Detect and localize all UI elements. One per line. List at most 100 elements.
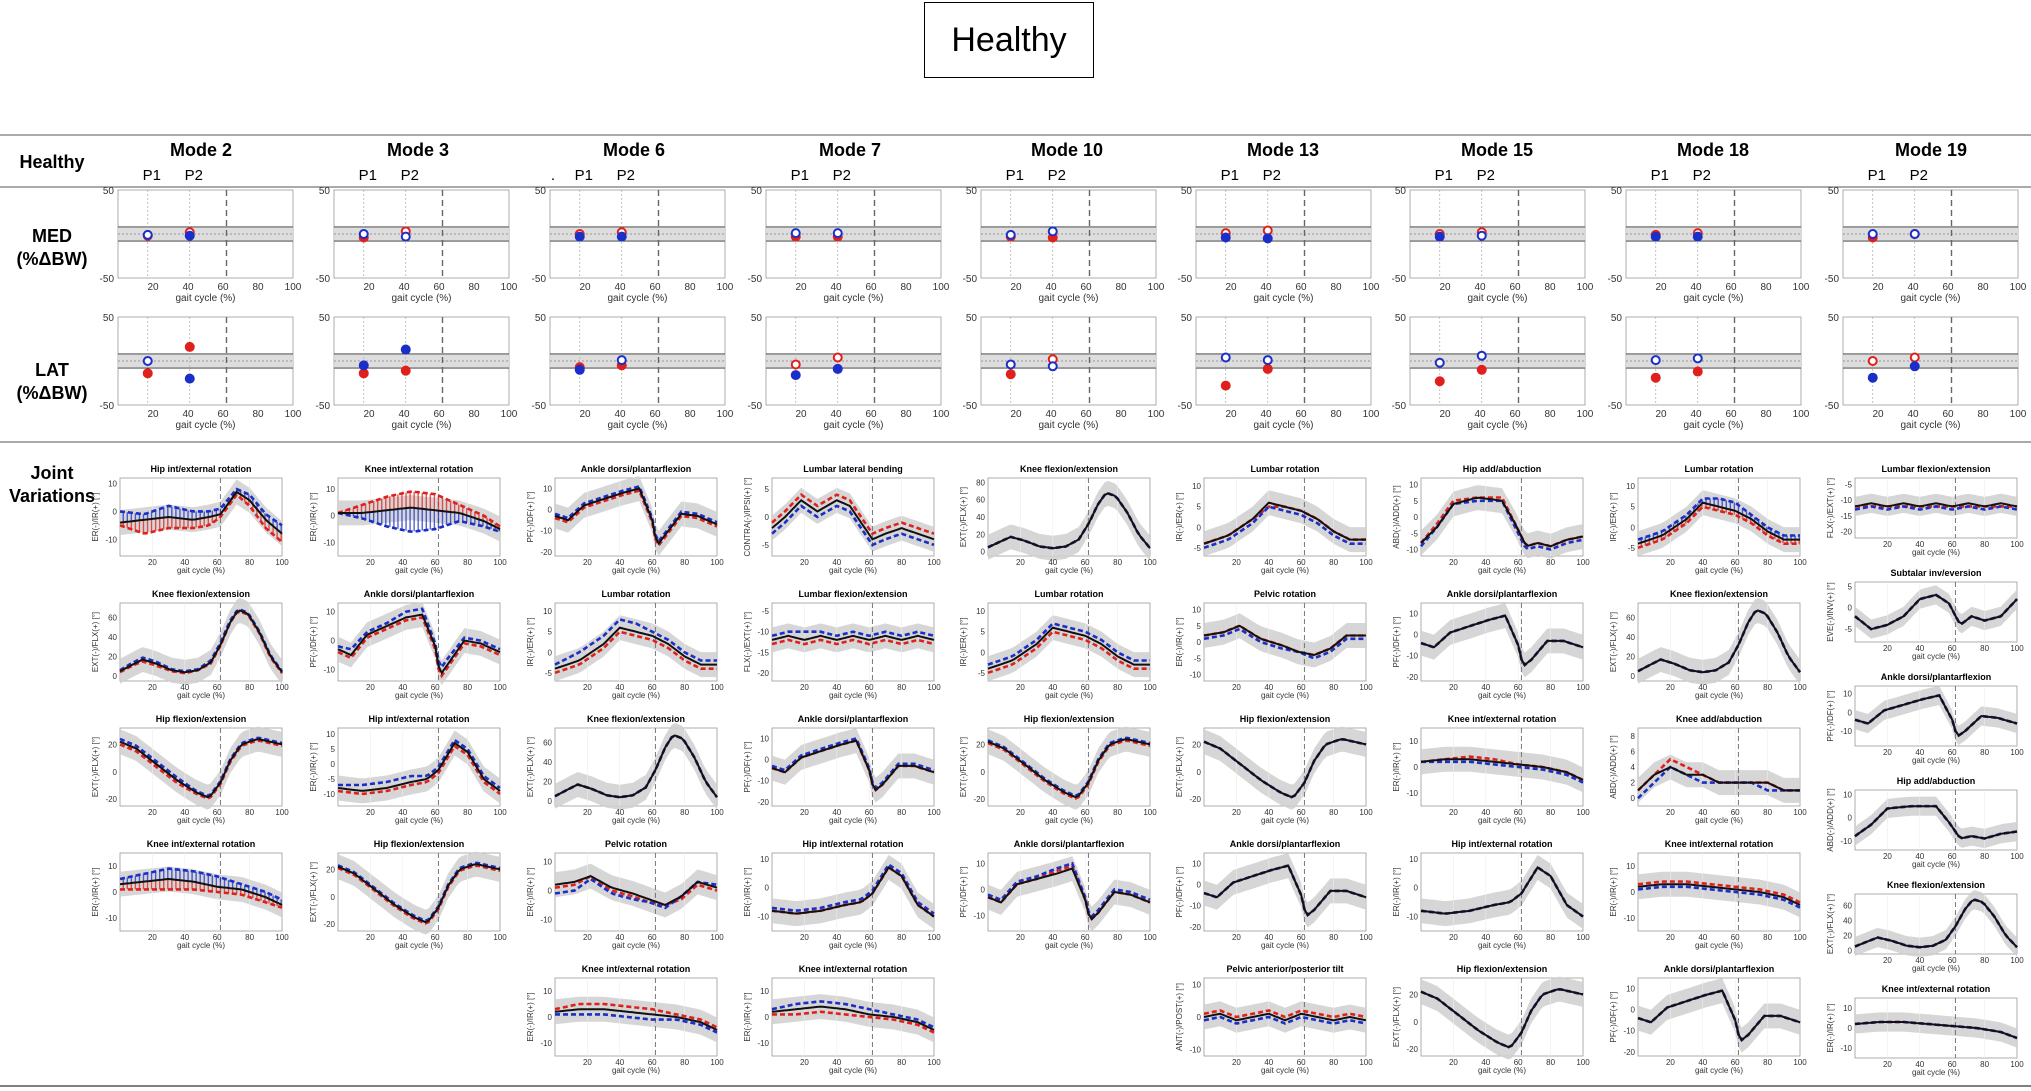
x-axis-label: gait cycle (%) — [829, 1066, 877, 1075]
y-axis-label: EVE(-)/INV(+) [°] — [1826, 582, 1835, 641]
y-tick-label: 5 — [548, 628, 553, 637]
x-tick-label: 20 — [583, 1058, 592, 1067]
force-panel-med: 50 -50 20 40 60 80 100 gait cycle (%) — [100, 186, 302, 304]
y-tick-label: -10 — [540, 915, 552, 924]
series-red-dashed — [1637, 505, 1800, 550]
x-tick-label: 20 — [1016, 808, 1025, 817]
x-tick-label: 80 — [1329, 683, 1338, 692]
x-axis-label: gait cycle (%) — [1038, 293, 1098, 304]
x-tick-label: 80 — [252, 409, 264, 420]
joint-panel: Knee int/external rotation100-10ER(-)/IR… — [1392, 714, 1590, 825]
x-tick-label: 100 — [2010, 282, 2027, 293]
x-tick-label: 20 — [1883, 748, 1892, 757]
x-tick-label: 100 — [2010, 956, 2024, 965]
y-tick-label: 10 — [1409, 610, 1418, 619]
x-axis-label: gait cycle (%) — [1038, 420, 1098, 431]
phase-label-p1: P1 — [1221, 167, 1239, 184]
x-tick-label: 20 — [795, 409, 807, 420]
x-axis-label: gait cycle (%) — [829, 691, 877, 700]
y-tick-label: 10 — [108, 862, 117, 871]
panel-title: Hip add/abduction — [1897, 776, 1976, 786]
x-axis-label: gait cycle (%) — [1695, 816, 1743, 825]
series-blue-dashed — [337, 861, 501, 923]
x-tick-label: 100 — [1148, 409, 1165, 420]
x-tick-label: 40 — [614, 409, 626, 420]
series-mean — [1637, 765, 1800, 792]
x-tick-label: 100 — [1793, 558, 1807, 567]
y-tick-label: 0 — [765, 1013, 770, 1022]
data-point-red — [832, 352, 843, 363]
y-tick-label: 50 — [1828, 313, 1840, 324]
x-tick-label: 100 — [1793, 409, 1810, 420]
x-axis-label: gait cycle (%) — [1045, 816, 1093, 825]
x-tick-label: 100 — [1576, 1058, 1590, 1067]
x-tick-label: 100 — [710, 808, 724, 817]
y-tick-label: -5 — [762, 607, 770, 616]
joint-panel: Knee int/external rotation100-10ER(-)/IR… — [309, 464, 507, 575]
y-tick-label: -20 — [1623, 1048, 1635, 1057]
y-axis-label: ER(-)/IR(+) [°] — [309, 742, 318, 791]
x-tick-label: 40 — [1260, 409, 1272, 420]
normal-band — [334, 226, 509, 242]
data-point-red — [1909, 352, 1920, 363]
series-mean — [987, 738, 1151, 799]
x-axis-label: gait cycle (%) — [1900, 293, 1960, 304]
y-axis-label: IR(-)/ER(+) [°] — [1609, 492, 1618, 541]
y-tick-label: 10 — [1843, 690, 1852, 699]
y-tick-label: 50 — [1181, 313, 1193, 324]
y-tick-label: -50 — [532, 274, 547, 285]
y-axis-label: IR(-)/ER(+) [°] — [1175, 492, 1184, 541]
variability-band — [1855, 796, 2017, 849]
x-tick-label: 80 — [900, 282, 912, 293]
x-tick-label: 60 — [1514, 558, 1523, 567]
series-mean — [1854, 805, 2018, 840]
force-panel-lat: 50 -50 20 40 60 80 100 gait cycle (%) — [963, 313, 1165, 431]
x-tick-label: 100 — [927, 1058, 941, 1067]
y-tick-label: -5 — [978, 669, 986, 678]
x-tick-label: 80 — [900, 409, 912, 420]
joint-panel: Ankle dorsi/plantarflexion100-10PF(-)/DF… — [1826, 672, 2024, 765]
y-axis-label: FLX(-)/EXT(+) [°] — [743, 612, 752, 672]
series-blue-dashed — [337, 607, 501, 670]
y-tick-label: 5 — [331, 745, 336, 754]
y-tick-label: -5 — [1194, 544, 1202, 553]
x-tick-label: 40 — [398, 683, 407, 692]
series-red-dashed — [1203, 1009, 1367, 1019]
x-tick-label: 40 — [1690, 282, 1702, 293]
x-tick-label: 100 — [717, 409, 734, 420]
x-tick-label: 20 — [148, 558, 157, 567]
y-tick-label: 0 — [981, 885, 986, 894]
x-axis-label: gait cycle (%) — [1261, 1066, 1309, 1075]
x-tick-label: 60 — [1731, 808, 1740, 817]
series-blue-dashed — [1421, 760, 1584, 784]
x-tick-label: 80 — [1329, 558, 1338, 567]
joint-panel: Ankle dorsi/plantarflexion100-10-20PF(-)… — [743, 714, 941, 825]
force-panel-med: 50 -50 20 40 60 80 100 gait cycle (%) — [748, 186, 950, 304]
x-tick-label: 80 — [680, 683, 689, 692]
y-tick-label: 60 — [543, 739, 552, 748]
y-tick-label: 60 — [108, 614, 117, 623]
row-label-joint-unit: Variations — [9, 486, 95, 506]
x-axis-label: gait cycle (%) — [1695, 566, 1743, 575]
series-blue-dashed — [554, 484, 718, 544]
x-tick-label: 60 — [1731, 1058, 1740, 1067]
x-axis-label: gait cycle (%) — [395, 566, 443, 575]
data-point-red — [1005, 369, 1016, 380]
x-tick-label: 20 — [366, 683, 375, 692]
x-tick-label: 60 — [431, 808, 440, 817]
y-tick-label: 5 — [1197, 622, 1202, 631]
y-tick-label: 0 — [113, 888, 118, 897]
x-tick-label: 60 — [648, 933, 657, 942]
x-tick-label: 60 — [213, 933, 222, 942]
panel-title: Knee int/external rotation — [1448, 714, 1557, 724]
x-tick-label: 40 — [1698, 933, 1707, 942]
x-tick-label: 20 — [1666, 683, 1675, 692]
data-point-blue — [1650, 231, 1661, 242]
joint-panel: Ankle dorsi/plantarflexion100-10-20PF(-)… — [1392, 589, 1590, 700]
x-tick-label: 80 — [463, 933, 472, 942]
y-tick-label: 50 — [1828, 186, 1840, 197]
y-tick-label: -10 — [540, 1039, 552, 1048]
joint-panel: Hip int/external rotation100-10ER(-)/IR(… — [1392, 839, 1590, 950]
x-tick-label: 40 — [1481, 808, 1490, 817]
y-tick-label: 40 — [1843, 916, 1852, 925]
